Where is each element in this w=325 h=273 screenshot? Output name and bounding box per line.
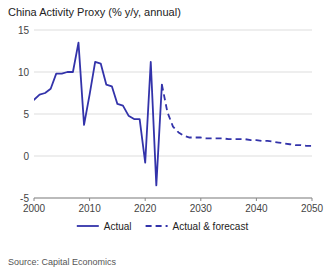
y-tick-label: 0 [23,151,29,162]
legend-swatch [146,225,168,227]
series-line [162,85,312,146]
x-tick [312,198,313,201]
grid-line [34,30,312,31]
grid-line [34,72,312,73]
x-tick [34,198,35,201]
x-tick [145,198,146,201]
grid-line [34,198,312,199]
grid-line [34,156,312,157]
y-tick-label: 15 [18,25,30,36]
grid-line [34,114,312,115]
x-tick [200,198,201,201]
x-tick-label: 2050 [301,203,324,214]
source-note: Source: Capital Economics [8,257,117,267]
x-tick-label: 2020 [134,203,157,214]
x-tick [256,198,257,201]
x-tick-label: 2010 [78,203,101,214]
y-tick-label: 5 [23,109,29,120]
x-axis-line [34,198,312,199]
y-tick-label: 10 [18,67,30,78]
legend: Actual Actual & forecast [77,221,249,232]
title: China Activity Proxy (% y/y, annual) [8,6,181,18]
y-tick-label: -5 [20,193,29,204]
x-tick-label: 2000 [23,203,46,214]
legend-label: Actual & forecast [173,221,249,232]
x-tick-label: 2030 [190,203,213,214]
grid [34,30,312,198]
x-tick [89,198,90,201]
legend-item: Actual [77,221,132,232]
x-tick-label: 2040 [245,203,268,214]
chart: China Activity Proxy (% y/y, annual) -5 0 5… [0,0,325,273]
lines [34,43,312,186]
legend-item: Actual & forecast [146,221,249,232]
series-line [34,43,162,186]
legend-swatch [77,225,99,227]
legend-label: Actual [104,221,132,232]
